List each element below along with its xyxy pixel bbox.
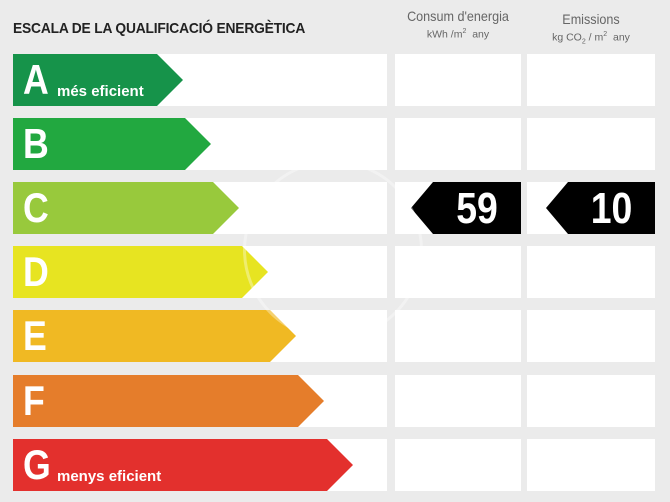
emissions-value: 10 [590,184,633,233]
emissions-cell [527,439,655,491]
consumption-cell [395,246,521,298]
rating-arrow-shape [13,246,268,298]
consumption-value: 59 [456,184,498,233]
emissions-unit: kg CO2 / m2 any [552,31,630,46]
rating-letter: F [23,377,45,424]
rating-arrow-shape [13,375,324,427]
badge-shape [411,182,521,234]
rating-arrow-shape [13,182,239,234]
consumption-title: Consum d'energia [407,8,509,24]
emissions-cell [527,310,655,362]
rating-arrow-shape [13,439,353,491]
emissions-title: Emissions [562,11,620,27]
rating-arrow-c: C [13,182,239,234]
consumption-cell [395,439,521,491]
page-title: ESCALA DE LA QUALIFICACIÓ ENERGÈTICA [13,20,306,37]
consumption-cell [395,375,521,427]
rating-letter: A [23,56,49,103]
badge-shape [546,182,655,234]
emissions-value-badge: 10 [546,182,655,234]
rating-arrow-shape [13,54,183,106]
consumption-cell [395,310,521,362]
consumption-unit: kWh /m2 any [426,28,490,41]
rating-arrow-f: F [13,375,324,427]
emissions-header: Emissions kg CO2 / m2 any [527,11,655,46]
emissions-cell [527,118,655,170]
rating-letter: E [23,312,47,359]
rating-arrow-e: E [13,310,296,362]
consumption-value-badge: 59 [411,182,521,234]
consumption-header: Consum d'energia kWh /m2 any [395,8,521,41]
rating-letter: B [23,120,49,167]
rating-arrow-shape [13,310,296,362]
rating-arrow-shape [13,118,211,170]
emissions-cell [527,375,655,427]
rating-letter: G [23,441,51,488]
consumption-cell [395,118,521,170]
emissions-cell [527,54,655,106]
rating-arrow-b: B [13,118,211,170]
emissions-cell [527,246,655,298]
consumption-cell [395,54,521,106]
rating-label: més eficient [57,83,144,100]
rating-label: menys eficient [57,468,162,485]
rating-arrow-d: D [13,246,268,298]
rating-letter: C [23,184,49,231]
rating-letter: D [23,248,49,295]
